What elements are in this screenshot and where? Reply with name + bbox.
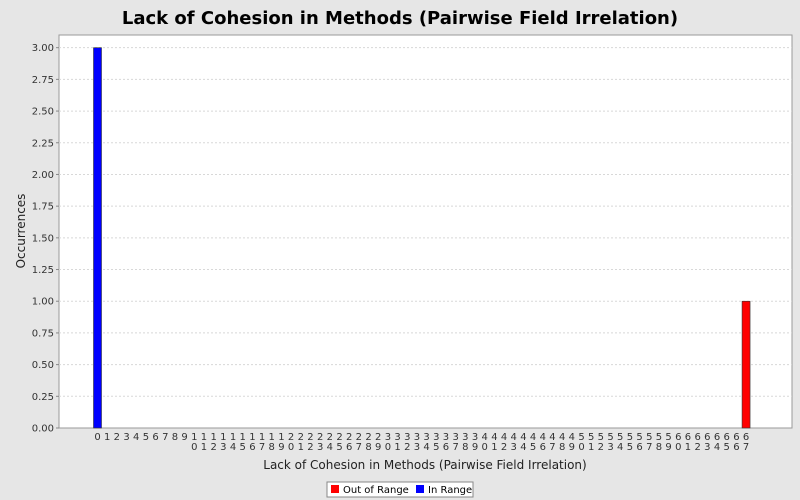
x-tick-label: 0: [94, 432, 100, 443]
y-tick-label: 0.00: [32, 424, 54, 435]
y-tick-label: 2.25: [32, 138, 54, 149]
chart-title: Lack of Cohesion in Methods (Pairwise Fi…: [122, 8, 678, 29]
y-tick-label: 1.00: [32, 297, 54, 308]
x-tick-label: 6: [152, 432, 158, 443]
x-axis: 0 1 2 3 4 5 6 7 8 9 1 01 11 21 31 41 51 61 71 81 92 02 12 22 32 4…: [94, 432, 749, 453]
legend: Out of Range In Range: [326, 481, 474, 498]
x-tick-label: 9: [181, 432, 187, 443]
y-tick-label: 2.75: [32, 75, 54, 86]
legend-label-out-of-range: Out of Range: [343, 485, 409, 496]
y-tick-label: 1.25: [32, 265, 54, 276]
x-axis-label: Lack of Cohesion in Methods (Pairwise Fi…: [263, 458, 586, 472]
y-axis: 0.00 0.25 0.50 0.75 1.00 1.25 1.50 1.75 2.00 2.25…: [32, 43, 59, 435]
bars: [93, 47, 751, 429]
x-tick-label: 1: [104, 432, 110, 443]
y-tick-label: 2.00: [32, 170, 54, 181]
x-tick-label: 4: [133, 432, 139, 443]
y-tick-label: 1.50: [32, 233, 54, 244]
x-tick-label: 2: [114, 432, 120, 443]
x-tick-label: 5: [143, 432, 149, 443]
y-tick-label: 1.75: [32, 202, 54, 213]
legend-box: [326, 481, 474, 498]
x-tick-label: 7: [162, 432, 168, 443]
y-tick-label: 0.50: [32, 360, 54, 371]
x-tick-label: 8: [172, 432, 178, 443]
legend-label-in-range: In Range: [428, 485, 472, 496]
y-axis-label: Occurrences: [14, 194, 28, 269]
y-tick-label: 2.50: [32, 107, 54, 118]
y-tick-label: 3.00: [32, 43, 54, 54]
y-tick-label: 0.75: [32, 328, 54, 339]
x-tick-label: 3: [123, 432, 129, 443]
y-tick-label: 0.25: [32, 392, 54, 403]
legend-swatch-in-range: [416, 485, 424, 493]
plot-area: [58, 34, 793, 429]
bar-in-range-0: [93, 47, 102, 429]
legend-swatch-out-of-range: [331, 485, 339, 493]
bar-out-of-range-67: [741, 300, 751, 429]
